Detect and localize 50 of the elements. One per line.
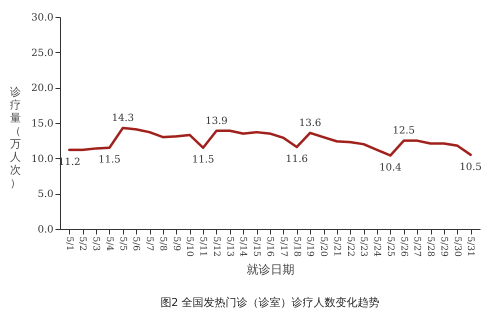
data-label: 11.5 (192, 154, 214, 166)
x-tick-label: 5/20 (318, 236, 328, 257)
caption: 图2 全国发热门诊（诊室）诊疗人数变化趋势 (160, 296, 380, 310)
x-tick-label: 5/21 (331, 236, 342, 257)
data-label: 10.4 (379, 162, 402, 174)
x-tick-label: 5/3 (90, 236, 101, 252)
data-label: 13.6 (298, 118, 322, 129)
data-label: 11.5 (98, 154, 121, 166)
x-tick-label: 5/19 (304, 236, 315, 257)
x-tick-label: 5/29 (438, 236, 448, 257)
x-tick-label: 5/26 (398, 236, 408, 257)
x-tick-label: 5/9 (170, 236, 181, 252)
y-axis-title: 诊疗量（万人次） (10, 86, 21, 190)
x-tick-label: 5/28 (425, 236, 436, 257)
y-tick-label: 5.0 (38, 189, 54, 200)
x-tick-label: 5/23 (358, 236, 368, 257)
x-tick-label: 5/6 (130, 236, 141, 252)
x-tick-label: 5/25 (384, 236, 395, 257)
data-label: 13.9 (205, 116, 228, 127)
x-tick-label: 5/30 (452, 236, 462, 257)
x-tick-label: 5/24 (372, 236, 382, 257)
x-tick-label: 5/10 (184, 236, 194, 257)
y-tick-label: 0.0 (38, 224, 54, 236)
x-tick-label: 5/11 (198, 236, 208, 257)
x-tick-label: 5/4 (104, 236, 114, 252)
y-tick-label: 10.0 (31, 154, 54, 165)
data-label: 12.5 (392, 126, 415, 137)
y-tick-label: 20.0 (31, 83, 54, 94)
x-axis-title: 就诊日期 (246, 262, 294, 277)
x-tick-label: 5/15 (251, 236, 262, 257)
x-tick-label: 5/16 (264, 236, 274, 257)
x-tick-label: 5/7 (144, 236, 154, 252)
x-tick-label: 5/17 (278, 236, 288, 257)
data-label: 14.3 (112, 112, 134, 124)
data-label: 11.6 (286, 154, 308, 166)
y-tick-label: 30.0 (31, 12, 54, 24)
x-tick-label: 5/18 (291, 236, 302, 257)
x-tick-label: 5/27 (412, 236, 422, 257)
y-tick-label: 15.0 (31, 118, 54, 130)
x-tick-label: 5/22 (344, 236, 355, 257)
x-tick-label: 5/31 (465, 236, 476, 257)
x-tick-label: 5/12 (210, 236, 221, 257)
y-tick-label: 25.0 (31, 48, 54, 59)
x-tick-label: 5/5 (117, 236, 128, 252)
x-tick-label: 5/8 (157, 236, 168, 252)
x-tick-label: 5/2 (77, 236, 88, 251)
x-tick-label: 5/14 (238, 236, 248, 257)
data-label: 10.5 (460, 162, 482, 173)
x-tick-label: 5/1 (64, 236, 74, 251)
x-tick-label: 5/13 (224, 236, 234, 257)
